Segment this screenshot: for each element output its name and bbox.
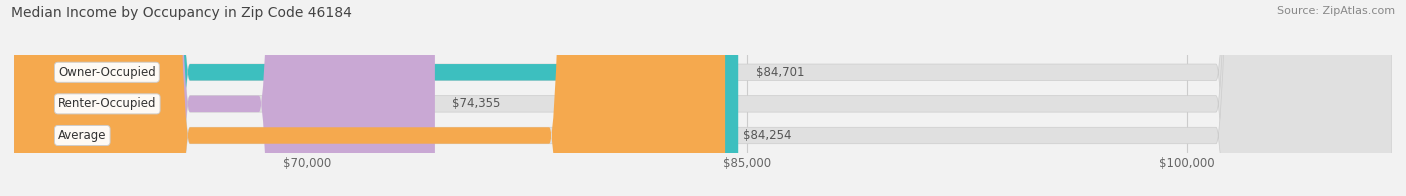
Text: Average: Average	[58, 129, 107, 142]
Text: Owner-Occupied: Owner-Occupied	[58, 66, 156, 79]
FancyBboxPatch shape	[14, 0, 725, 196]
FancyBboxPatch shape	[14, 0, 1392, 196]
Text: Renter-Occupied: Renter-Occupied	[58, 97, 156, 110]
Text: Median Income by Occupancy in Zip Code 46184: Median Income by Occupancy in Zip Code 4…	[11, 6, 352, 20]
FancyBboxPatch shape	[14, 0, 434, 196]
Text: $84,254: $84,254	[742, 129, 792, 142]
FancyBboxPatch shape	[14, 0, 1392, 196]
FancyBboxPatch shape	[14, 0, 1392, 196]
Text: $74,355: $74,355	[453, 97, 501, 110]
Text: Source: ZipAtlas.com: Source: ZipAtlas.com	[1277, 6, 1395, 16]
Text: $84,701: $84,701	[756, 66, 804, 79]
FancyBboxPatch shape	[14, 0, 738, 196]
